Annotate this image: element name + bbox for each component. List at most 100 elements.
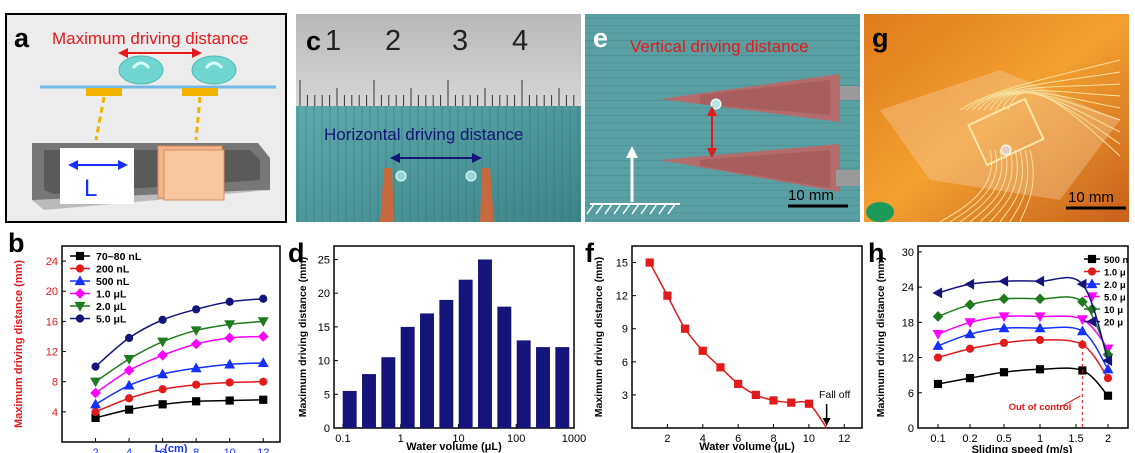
data-point xyxy=(1102,363,1114,374)
ruler xyxy=(296,14,581,106)
y-tick-label: 30 xyxy=(902,247,914,259)
electrode-right xyxy=(480,168,494,222)
y-tick-label: 16 xyxy=(46,316,58,328)
droplet-g xyxy=(1000,144,1012,156)
legend-label: 5.0 μ xyxy=(1104,293,1126,304)
data-point xyxy=(680,324,690,333)
data-point xyxy=(751,390,760,400)
panel-letter-c: c xyxy=(306,26,321,56)
data-point xyxy=(1103,373,1113,383)
electrode-trace xyxy=(949,149,998,223)
chart-h-ylabel: Maximum driving distance (mm) xyxy=(875,257,887,417)
data-point xyxy=(932,287,943,299)
legend-label: 1.0 μL xyxy=(96,289,127,301)
y-tick-label: 6 xyxy=(622,357,628,369)
data-point xyxy=(964,318,976,328)
y-tick-label: 8 xyxy=(52,377,58,389)
ground-hatch xyxy=(667,203,676,215)
data-point xyxy=(225,297,234,306)
ruler-number-2: 2 xyxy=(385,25,401,57)
ground-hatch xyxy=(604,203,613,215)
data-point xyxy=(1035,335,1045,345)
data-point xyxy=(645,258,654,267)
data-point xyxy=(932,340,944,350)
data-point xyxy=(224,320,236,331)
electrode-trace xyxy=(965,71,1121,111)
data-point xyxy=(804,399,814,408)
data-point xyxy=(932,311,944,322)
fall-off-annotation: Fall off xyxy=(819,389,850,401)
droplet-right xyxy=(191,55,237,85)
legend-marker xyxy=(75,264,85,273)
series-line xyxy=(95,362,264,405)
legend-marker xyxy=(1086,278,1098,289)
bar xyxy=(400,326,415,428)
data-point xyxy=(157,350,168,361)
data-point xyxy=(123,379,135,390)
data-point xyxy=(190,362,202,373)
substrate xyxy=(296,106,581,222)
data-point xyxy=(787,398,796,407)
legend-marker xyxy=(74,275,86,286)
electrode-trace xyxy=(1019,149,1034,223)
bar xyxy=(458,279,473,428)
y-tick-label: 24 xyxy=(46,256,58,268)
y-tick-label: 9 xyxy=(622,324,628,336)
data-point xyxy=(90,387,101,399)
panel-e-photo: e Vertical driving distance 10 mm xyxy=(585,14,860,222)
data-point xyxy=(124,394,134,403)
legend-marker xyxy=(74,288,86,299)
data-point xyxy=(157,337,169,348)
chart-f: f 3 6 9 12 15 2 4 6 8 10 12 Fall off Maximum drivin… xyxy=(585,238,863,453)
data-point xyxy=(1102,355,1113,366)
y-tick-label: 5 xyxy=(324,389,330,401)
data-point xyxy=(1076,278,1087,290)
x-tick-label: 8 xyxy=(193,447,199,453)
panel-c-photo: c 1 2 3 4 Horizontal driving distance xyxy=(296,14,581,222)
scalebar-g-label: 10 mm xyxy=(1068,189,1114,206)
legend-label: 5.0 μL xyxy=(96,314,127,326)
series-line xyxy=(649,262,828,429)
scalebar-e-label: 10 mm xyxy=(788,187,834,204)
data-point xyxy=(769,396,778,405)
x-tick-label: 10 xyxy=(224,447,236,453)
data-point xyxy=(124,333,134,343)
data-point xyxy=(190,338,202,350)
ground-hatch xyxy=(631,203,640,215)
x-tick-label: 2 xyxy=(1105,433,1111,445)
data-point xyxy=(998,322,1010,333)
data-point xyxy=(1034,293,1046,305)
legend-label: 200 nL xyxy=(96,264,130,276)
y-tick-label: 6 xyxy=(908,388,914,400)
data-point xyxy=(999,368,1009,377)
chart-b-axes xyxy=(61,245,281,443)
data-point xyxy=(964,328,976,339)
x-tick-label: 0.5 xyxy=(996,433,1011,445)
ground-hatch xyxy=(649,203,658,215)
data-point xyxy=(663,291,672,300)
droplet-e xyxy=(710,98,722,110)
data-point xyxy=(1103,391,1113,400)
legend-marker xyxy=(1087,254,1097,264)
data-point xyxy=(257,317,269,328)
chart-d-axes xyxy=(333,245,575,429)
chart-b-xlabel: L (cm) xyxy=(155,443,188,453)
ground-hatch xyxy=(640,203,649,215)
data-point xyxy=(225,396,234,405)
x-tick-label: 12 xyxy=(257,447,269,453)
electrode-trace xyxy=(1007,91,1121,157)
data-point xyxy=(225,378,234,387)
data-point xyxy=(998,293,1010,305)
electrode-trace xyxy=(977,90,1121,111)
data-point xyxy=(734,379,743,388)
probe-tip xyxy=(866,202,894,222)
ground-hatch xyxy=(613,203,622,215)
data-point xyxy=(123,365,135,376)
bar xyxy=(362,374,376,428)
panel-letter-d: d xyxy=(288,238,305,268)
x-tick-label: 0.2 xyxy=(962,433,977,445)
data-point xyxy=(998,312,1010,323)
y-tick-label: 20 xyxy=(46,286,58,298)
bar xyxy=(536,347,550,428)
